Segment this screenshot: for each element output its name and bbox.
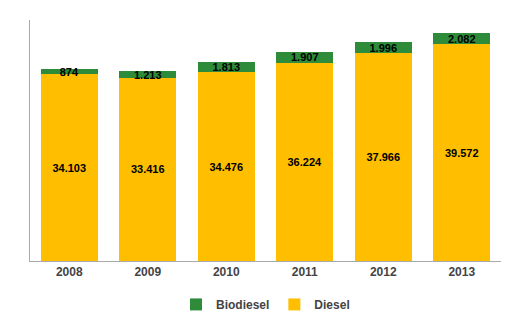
svg-text:Diesel: Diesel: [314, 298, 349, 312]
svg-text:33.416: 33.416: [131, 163, 165, 175]
svg-text:2009: 2009: [134, 265, 161, 279]
svg-text:2012: 2012: [370, 265, 397, 279]
svg-text:36.224: 36.224: [287, 156, 322, 168]
svg-text:Biodiesel: Biodiesel: [216, 298, 269, 312]
svg-text:874: 874: [60, 66, 79, 78]
svg-text:37.966: 37.966: [366, 151, 400, 163]
svg-text:2008: 2008: [56, 265, 83, 279]
svg-text:1.213: 1.213: [134, 69, 162, 81]
svg-text:1.907: 1.907: [291, 51, 319, 63]
svg-text:34.103: 34.103: [52, 162, 86, 174]
svg-text:2011: 2011: [292, 265, 318, 279]
svg-text:39.572: 39.572: [445, 147, 479, 159]
svg-text:1.813: 1.813: [212, 61, 240, 73]
svg-text:2.082: 2.082: [448, 33, 476, 45]
svg-text:2010: 2010: [213, 265, 240, 279]
svg-text:2013: 2013: [448, 265, 475, 279]
svg-text:1.996: 1.996: [369, 42, 397, 54]
svg-text:34.476: 34.476: [209, 161, 243, 173]
